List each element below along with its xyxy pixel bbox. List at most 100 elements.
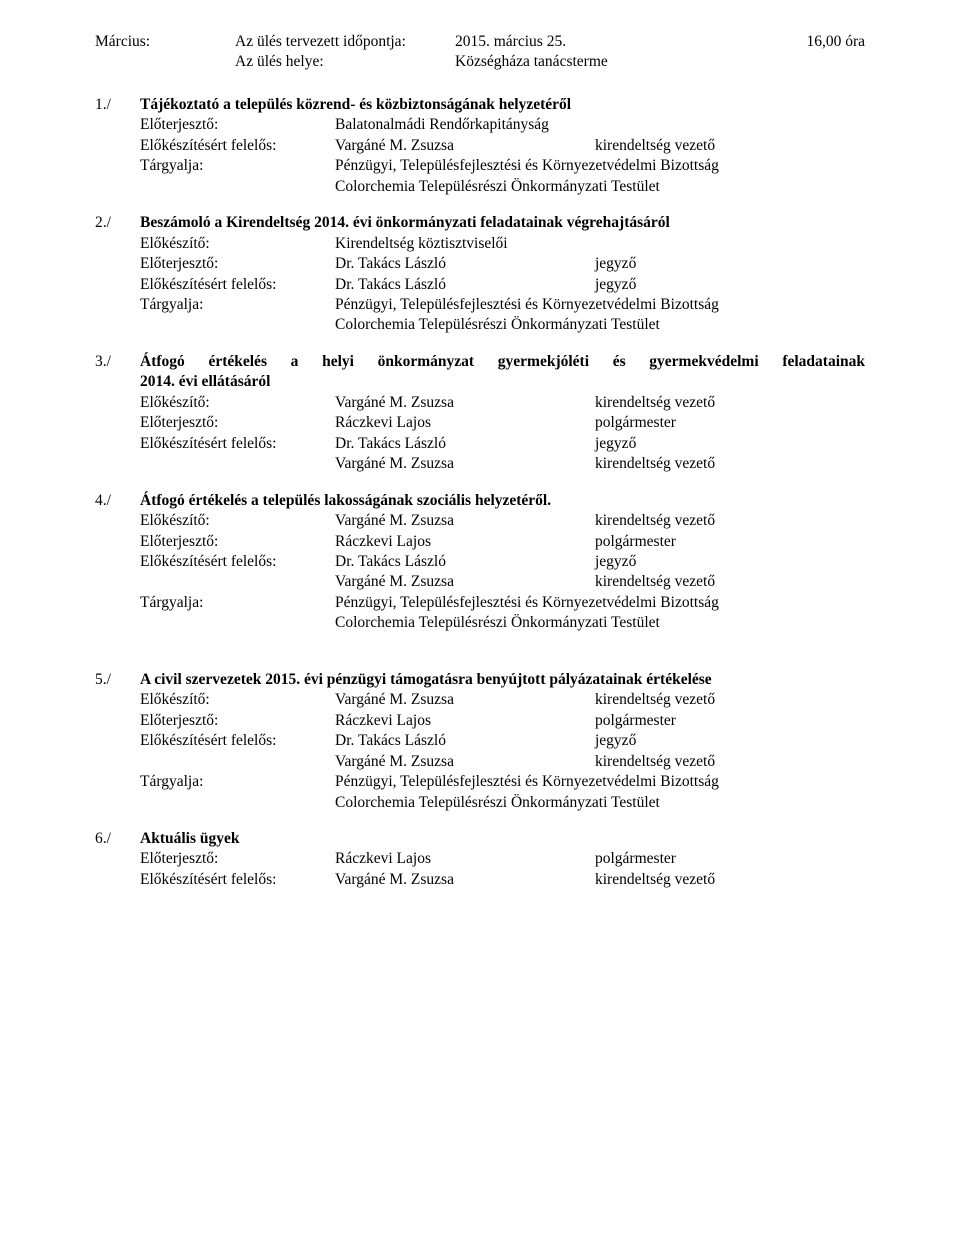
detail-line: Előterjesztő:Balatonalmádi Rendőrkapitán… xyxy=(140,115,865,135)
agenda-content: A civil szervezetek 2015. évi pénzügyi t… xyxy=(140,670,865,813)
agenda-content: Tájékoztató a település közrend- és közb… xyxy=(140,95,865,197)
agenda-title: Átfogó értékelés a település lakosságána… xyxy=(140,491,865,511)
detail-role: polgármester xyxy=(595,711,865,731)
detail-value: Balatonalmádi Rendőrkapitányság xyxy=(335,115,595,135)
detail-value: Vargáné M. Zsuzsa xyxy=(335,752,595,772)
detail-label: Előkészítő: xyxy=(140,234,335,254)
agenda-title: Aktuális ügyek xyxy=(140,829,865,849)
agenda-item: 5./A civil szervezetek 2015. évi pénzügy… xyxy=(95,670,865,813)
detail-line: Előterjesztő:Ráczkevi Lajospolgármester xyxy=(140,849,865,869)
detail-role: jegyző xyxy=(595,731,865,751)
detail-label: Tárgyalja: xyxy=(140,156,335,176)
detail-line: Előterjesztő:Ráczkevi Lajospolgármester xyxy=(140,532,865,552)
detail-role: jegyző xyxy=(595,434,865,454)
detail-value: Colorchemia Településrészi Önkormányzati… xyxy=(335,177,865,197)
agenda-number: 5./ xyxy=(95,670,140,690)
detail-value: Dr. Takács László xyxy=(335,731,595,751)
detail-label: Előkészítésért felelős: xyxy=(140,870,335,890)
detail-role: kirendeltség vezető xyxy=(595,870,865,890)
detail-role: jegyző xyxy=(595,275,865,295)
detail-label: Előterjesztő: xyxy=(140,849,335,869)
detail-label: Előkészítő: xyxy=(140,393,335,413)
detail-line: Vargáné M. Zsuzsakirendeltség vezető xyxy=(140,752,865,772)
detail-label: Előkészítésért felelős: xyxy=(140,434,335,454)
detail-value: Colorchemia Településrészi Önkormányzati… xyxy=(335,793,865,813)
location-label: Az ülés helye: xyxy=(235,52,455,72)
agenda-content: Átfogó értékelés a helyi önkormányzat gy… xyxy=(140,352,865,475)
detail-value: Ráczkevi Lajos xyxy=(335,711,595,731)
detail-role: kirendeltség vezető xyxy=(595,136,865,156)
detail-label: Előterjesztő: xyxy=(140,413,335,433)
detail-label: Előkészítő: xyxy=(140,511,335,531)
detail-line: Tárgyalja:Pénzügyi, Településfejlesztési… xyxy=(140,295,865,315)
agenda-title-row: 3./Átfogó értékelés a helyi önkormányzat… xyxy=(95,352,865,475)
agenda-item: 4./Átfogó értékelés a település lakosság… xyxy=(95,491,865,634)
detail-label: Tárgyalja: xyxy=(140,772,335,792)
detail-role xyxy=(595,115,865,135)
agenda-title-row: 1./Tájékoztató a település közrend- és k… xyxy=(95,95,865,197)
detail-role: kirendeltség vezető xyxy=(595,393,865,413)
agenda-title: Átfogó értékelés a helyi önkormányzat gy… xyxy=(140,352,865,372)
detail-value: Pénzügyi, Településfejlesztési és Környe… xyxy=(335,156,865,176)
detail-line: Colorchemia Településrészi Önkormányzati… xyxy=(140,177,865,197)
detail-value: Vargáné M. Zsuzsa xyxy=(335,572,595,592)
agenda-number: 6./ xyxy=(95,829,140,849)
detail-line: Tárgyalja:Pénzügyi, Településfejlesztési… xyxy=(140,156,865,176)
detail-value: Pénzügyi, Településfejlesztési és Környe… xyxy=(335,593,865,613)
detail-label: Tárgyalja: xyxy=(140,295,335,315)
detail-label: Előkészítésért felelős: xyxy=(140,552,335,572)
detail-label: Előkészítő: xyxy=(140,690,335,710)
detail-line: Colorchemia Településrészi Önkormányzati… xyxy=(140,315,865,335)
time-label: Az ülés tervezett időpontja: xyxy=(235,32,455,52)
detail-label: Előkészítésért felelős: xyxy=(140,275,335,295)
agenda-number: 3./ xyxy=(95,352,140,372)
detail-value: Colorchemia Településrészi Önkormányzati… xyxy=(335,315,865,335)
detail-line: Előkészítő:Vargáné M. Zsuzsakirendeltség… xyxy=(140,690,865,710)
header-row-2: Az ülés helye: Községháza tanácsterme xyxy=(95,52,865,72)
detail-line: Előterjesztő:Ráczkevi Lajospolgármester xyxy=(140,413,865,433)
detail-line: Előkészítésért felelős:Dr. Takács László… xyxy=(140,275,865,295)
detail-line: Előkészítő:Vargáné M. Zsuzsakirendeltség… xyxy=(140,511,865,531)
detail-label xyxy=(140,572,335,592)
detail-line: Colorchemia Településrészi Önkormányzati… xyxy=(140,613,865,633)
agenda-title: Tájékoztató a település közrend- és közb… xyxy=(140,95,865,115)
detail-role: kirendeltség vezető xyxy=(595,572,865,592)
time-value: 2015. március 25. xyxy=(455,32,745,52)
detail-role: polgármester xyxy=(595,532,865,552)
detail-label: Tárgyalja: xyxy=(140,593,335,613)
agenda-title-cont: 2014. évi ellátásáról xyxy=(140,372,865,392)
detail-value: Dr. Takács László xyxy=(335,254,595,274)
detail-role: jegyző xyxy=(595,254,865,274)
detail-role: polgármester xyxy=(595,849,865,869)
agenda-item: 3./Átfogó értékelés a helyi önkormányzat… xyxy=(95,352,865,475)
location-value: Községháza tanácsterme xyxy=(455,52,745,72)
detail-line: Colorchemia Településrészi Önkormányzati… xyxy=(140,793,865,813)
agenda-item: 6./Aktuális ügyekElőterjesztő:Ráczkevi L… xyxy=(95,829,865,890)
agenda-content: Aktuális ügyekElőterjesztő:Ráczkevi Lajo… xyxy=(140,829,865,890)
detail-role: polgármester xyxy=(595,413,865,433)
detail-value: Vargáné M. Zsuzsa xyxy=(335,870,595,890)
detail-value: Pénzügyi, Településfejlesztési és Környe… xyxy=(335,772,865,792)
detail-value: Dr. Takács László xyxy=(335,275,595,295)
detail-role: kirendeltség vezető xyxy=(595,752,865,772)
detail-value: Ráczkevi Lajos xyxy=(335,413,595,433)
agenda-title-row: 4./Átfogó értékelés a település lakosság… xyxy=(95,491,865,634)
agenda-number: 4./ xyxy=(95,491,140,511)
agenda-title-row: 5./A civil szervezetek 2015. évi pénzügy… xyxy=(95,670,865,813)
detail-value: Ráczkevi Lajos xyxy=(335,532,595,552)
time-hour: 16,00 óra xyxy=(745,32,865,52)
detail-role: kirendeltség vezető xyxy=(595,454,865,474)
detail-value: Vargáné M. Zsuzsa xyxy=(335,393,595,413)
detail-label xyxy=(140,752,335,772)
detail-line: Előterjesztő:Ráczkevi Lajospolgármester xyxy=(140,711,865,731)
detail-value: Dr. Takács László xyxy=(335,434,595,454)
detail-line: Tárgyalja:Pénzügyi, Településfejlesztési… xyxy=(140,772,865,792)
detail-label: Előkészítésért felelős: xyxy=(140,731,335,751)
detail-role xyxy=(595,234,865,254)
detail-role: kirendeltség vezető xyxy=(595,511,865,531)
detail-line: Előkészítő:Kirendeltség köztisztviselői xyxy=(140,234,865,254)
detail-line: Előkészítésért felelős:Vargáné M. Zsuzsa… xyxy=(140,870,865,890)
detail-value: Ráczkevi Lajos xyxy=(335,849,595,869)
detail-line: Vargáné M. Zsuzsakirendeltség vezető xyxy=(140,454,865,474)
session-header: Március: Az ülés tervezett időpontja: 20… xyxy=(95,32,865,73)
